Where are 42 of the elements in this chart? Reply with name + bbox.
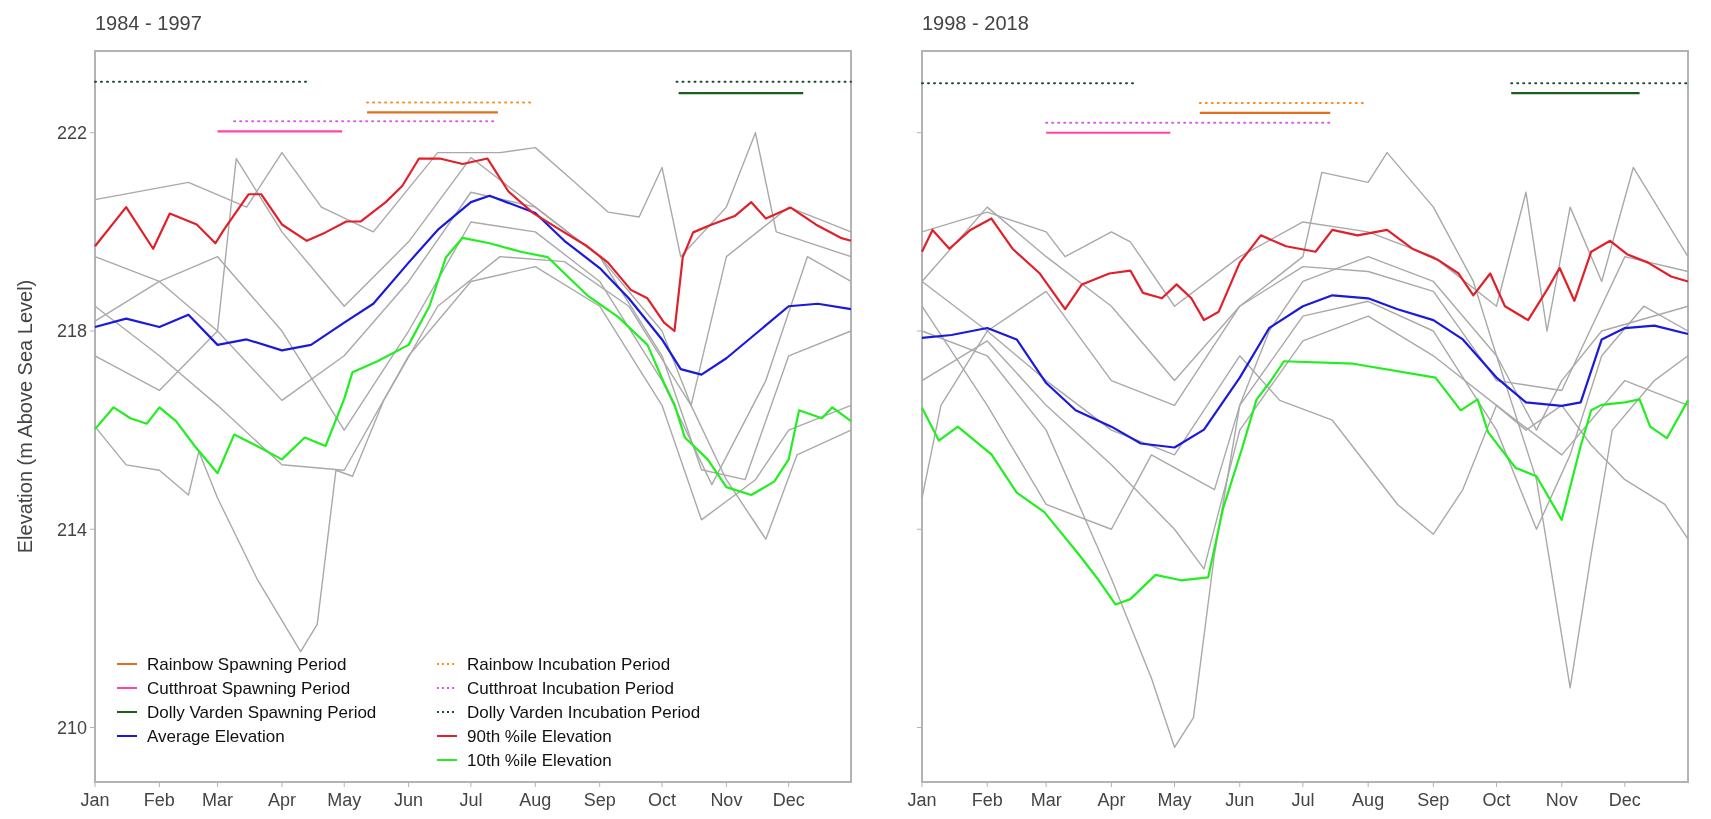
x-tick-label: Oct xyxy=(1482,790,1511,810)
legend-label: 10th %ile Elevation xyxy=(467,750,612,770)
x-tick-label: Sep xyxy=(1417,790,1450,810)
legend-label: Cutthroat Incubation Period xyxy=(467,678,674,698)
legend-label: Rainbow Spawning Period xyxy=(147,654,347,674)
x-tick-label: Apr xyxy=(267,790,296,810)
x-tick-label: Aug xyxy=(1352,790,1385,810)
x-tick-label: Nov xyxy=(1545,790,1578,810)
line-series xyxy=(93,157,853,333)
y-tick-label: 222 xyxy=(56,123,87,144)
x-tick-label: May xyxy=(1157,790,1192,810)
x-tick-label: Dec xyxy=(772,790,805,810)
x-tick-label: Jun xyxy=(394,790,424,810)
legend-label: Cutthroat Spawning Period xyxy=(147,678,351,698)
x-tick-label: Jun xyxy=(1225,790,1255,810)
line-series xyxy=(93,194,853,376)
x-tick-label: Aug xyxy=(519,790,552,810)
y-tick-label: 214 xyxy=(56,519,87,540)
x-tick-label: Feb xyxy=(143,790,175,810)
x-tick-label: Dec xyxy=(1608,790,1641,810)
y-axis-title: Elevation (m Above Sea Level) xyxy=(14,279,36,554)
legend-label: Rainbow Incubation Period xyxy=(467,654,671,674)
x-tick-label: Feb xyxy=(971,790,1003,810)
chart-title: 1998 - 2018 xyxy=(922,12,1029,34)
legend-label: 90th %ile Elevation xyxy=(467,726,612,746)
x-tick-label: Jul xyxy=(1291,790,1315,810)
legend-label: Average Elevation xyxy=(147,726,285,746)
x-tick-label: Jan xyxy=(80,790,110,810)
x-tick-label: Nov xyxy=(710,790,743,810)
legend-label: Dolly Varden Incubation Period xyxy=(467,702,701,722)
x-tick-label: Sep xyxy=(583,790,616,810)
x-tick-label: May xyxy=(327,790,362,810)
x-tick-label: Jul xyxy=(459,790,483,810)
x-tick-label: Mar xyxy=(1030,790,1062,810)
x-tick-label: Jan xyxy=(907,790,937,810)
x-tick-label: Mar xyxy=(202,790,234,810)
y-tick-label: 218 xyxy=(56,321,87,342)
chart-title: 1984 - 1997 xyxy=(95,12,202,34)
legend-label: Dolly Varden Spawning Period xyxy=(147,702,377,722)
x-tick-label: Oct xyxy=(647,790,677,810)
y-tick-label: 210 xyxy=(56,717,87,738)
x-tick-label: Apr xyxy=(1097,790,1126,810)
